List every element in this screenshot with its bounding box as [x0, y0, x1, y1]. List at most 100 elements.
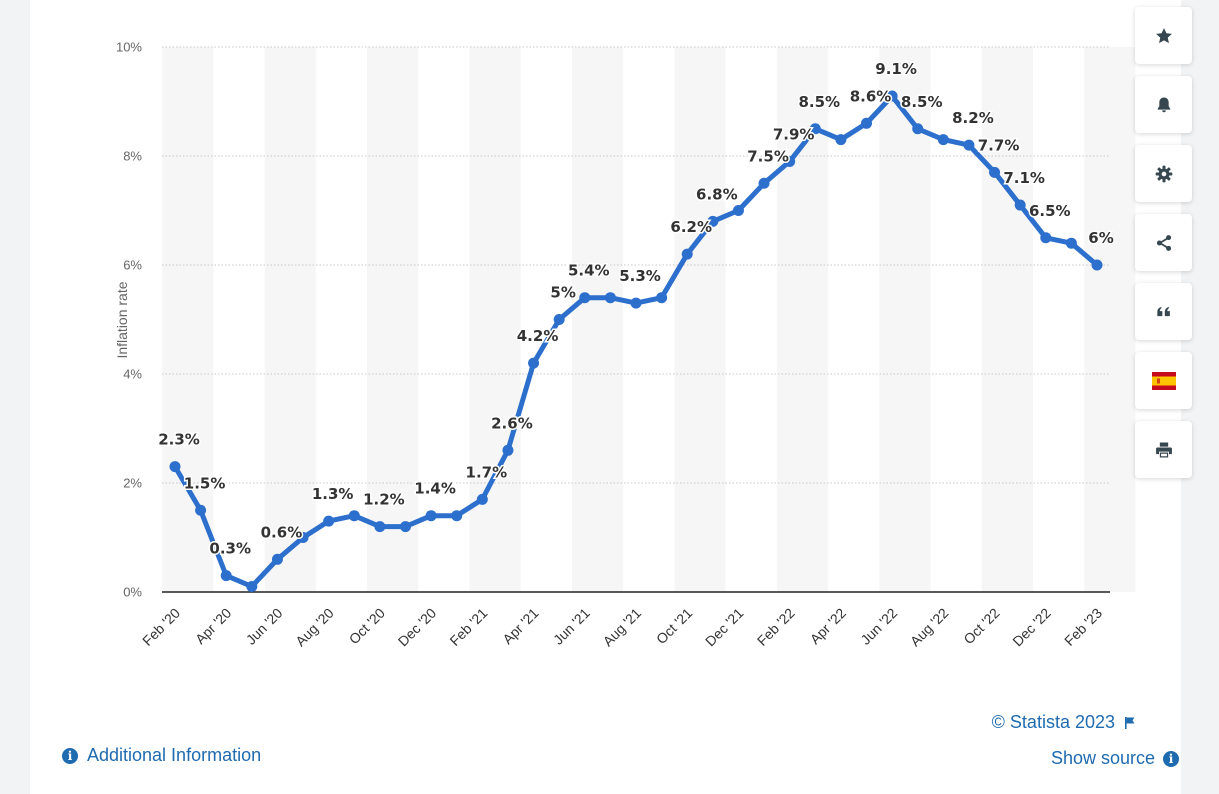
plot-band: [1084, 47, 1136, 592]
x-tick-label: Jun '20: [243, 605, 286, 648]
data-point: [579, 292, 591, 304]
data-point: [1091, 259, 1103, 271]
gear-icon: [1155, 165, 1172, 182]
plot-band: [162, 47, 214, 592]
y-tick-label: 4%: [123, 367, 142, 382]
data-label: 2.3%: [158, 431, 200, 449]
data-label: 6.2%: [670, 218, 712, 236]
x-tick-label: Oct '22: [960, 605, 1003, 648]
plot-band: [981, 47, 1033, 592]
data-point: [195, 504, 207, 516]
x-tick-label: Apr '20: [192, 605, 235, 648]
data-point: [963, 139, 975, 151]
data-point: [681, 248, 693, 260]
data-point: [400, 521, 411, 533]
x-tick-label: Jun '22: [857, 605, 900, 648]
y-tick-label: 6%: [123, 258, 142, 273]
spain-flag-icon: [1151, 371, 1176, 390]
x-tick-label: Dec '21: [702, 605, 747, 650]
plot-band: [469, 47, 521, 592]
share-icon: [1156, 234, 1171, 251]
data-point: [784, 155, 796, 167]
y-tick-label: 0%: [123, 585, 142, 600]
data-point: [553, 314, 565, 325]
show-source-text: Show source: [1050, 748, 1155, 768]
print-button[interactable]: [1135, 421, 1192, 478]
data-label: 6%: [1088, 229, 1113, 247]
data-label: 7.7%: [978, 136, 1020, 154]
x-tick-label: Apr '22: [807, 605, 850, 648]
data-label: 6.5%: [1029, 202, 1071, 220]
data-label: 7.1%: [1003, 169, 1045, 187]
data-point: [271, 553, 283, 565]
data-point: [758, 177, 770, 189]
data-label: 1.7%: [466, 463, 508, 481]
data-point: [528, 357, 540, 369]
favorite-button[interactable]: [1135, 7, 1192, 64]
data-point: [886, 90, 898, 102]
x-tick-label: Aug '22: [907, 605, 952, 650]
y-tick-label: 2%: [123, 476, 142, 491]
data-label: 1.2%: [363, 491, 405, 509]
x-tick-label: Dec '22: [1009, 605, 1054, 650]
plot-band: [879, 47, 931, 592]
data-label: 8.5%: [798, 93, 840, 111]
data-point: [451, 510, 463, 522]
data-point: [656, 292, 668, 304]
data-point: [937, 134, 949, 146]
data-point: [348, 510, 360, 522]
data-point: [861, 117, 872, 129]
info-icon: i: [1163, 750, 1179, 767]
data-point: [220, 570, 232, 582]
cite-button[interactable]: [1135, 283, 1192, 340]
data-point: [297, 532, 309, 543]
data-point: [604, 292, 616, 304]
data-label: 8.2%: [952, 109, 994, 127]
data-label: 7.9%: [773, 125, 815, 143]
x-tick-label: Aug '20: [292, 605, 337, 650]
settings-button[interactable]: [1135, 145, 1192, 202]
data-point: [323, 515, 335, 527]
data-point: [1040, 232, 1052, 244]
data-label: 1.3%: [312, 485, 354, 503]
plot-band: [264, 47, 316, 592]
language-button[interactable]: [1135, 352, 1192, 409]
line-chart: 0%2%4%6%8%10% Feb '20 Apr '20 Jun '20 Aug '…: [114, 40, 1136, 650]
data-label: 5.4%: [568, 262, 610, 280]
credit-text: © Statista 2023: [991, 712, 1115, 732]
data-label: 5%: [550, 284, 575, 302]
x-tick-label: Feb '23: [1061, 605, 1105, 649]
show-source-link[interactable]: Show source i: [1051, 748, 1179, 769]
chart-card: 0% 2% 4% 6% 8% 10% Feb '20 Apr '20 Jun '20 Aug '…: [30, 0, 1181, 794]
data-point: [425, 510, 437, 522]
share-button[interactable]: [1135, 214, 1192, 271]
y-tick-label: 10%: [116, 40, 142, 55]
data-label: 5.3%: [619, 267, 661, 285]
y-tick-label: 8%: [123, 149, 142, 164]
data-label: 6.8%: [696, 185, 738, 203]
data-point: [502, 444, 514, 456]
data-label: 1.5%: [184, 474, 226, 492]
x-tick-label: Oct '20: [346, 605, 389, 648]
data-point: [246, 581, 258, 593]
data-point: [989, 166, 1001, 178]
x-tick-label: Apr '21: [499, 605, 542, 648]
data-point: [912, 123, 924, 135]
additional-information-text: Additional Information: [87, 745, 262, 765]
data-point: [374, 521, 386, 533]
x-tick-label: Feb '21: [446, 605, 490, 649]
plot-band: [674, 47, 726, 592]
x-tick-label: Aug '21: [600, 605, 645, 650]
data-label: 2.6%: [491, 414, 533, 432]
data-point: [1014, 199, 1026, 211]
x-tick-label: Feb '22: [754, 605, 798, 649]
data-point: [1065, 237, 1077, 249]
additional-information-link[interactable]: i Additional Information: [62, 745, 261, 766]
data-point: [630, 297, 642, 309]
printer-icon: [1155, 442, 1172, 457]
info-icon: i: [62, 747, 78, 764]
statista-credit[interactable]: © Statista 2023: [992, 712, 1137, 733]
data-label: 4.2%: [517, 327, 559, 345]
notification-button[interactable]: [1135, 76, 1192, 133]
x-tick-label: Oct '21: [653, 605, 696, 648]
